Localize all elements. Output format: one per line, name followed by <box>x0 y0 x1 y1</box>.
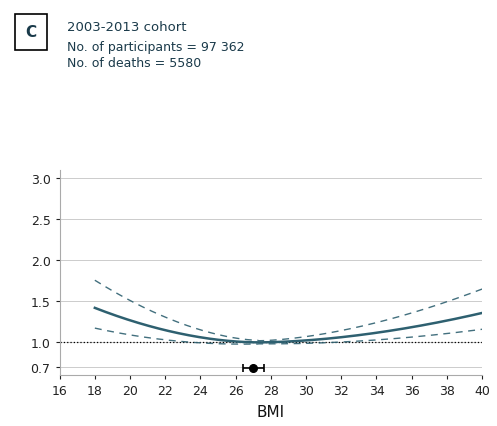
Text: No. of participants = 97 362: No. of participants = 97 362 <box>67 40 245 53</box>
Text: C: C <box>26 25 37 40</box>
Text: No. of deaths = 5580: No. of deaths = 5580 <box>67 57 201 70</box>
Text: 2003-2013 cohort: 2003-2013 cohort <box>67 21 186 34</box>
X-axis label: BMI: BMI <box>257 404 285 419</box>
